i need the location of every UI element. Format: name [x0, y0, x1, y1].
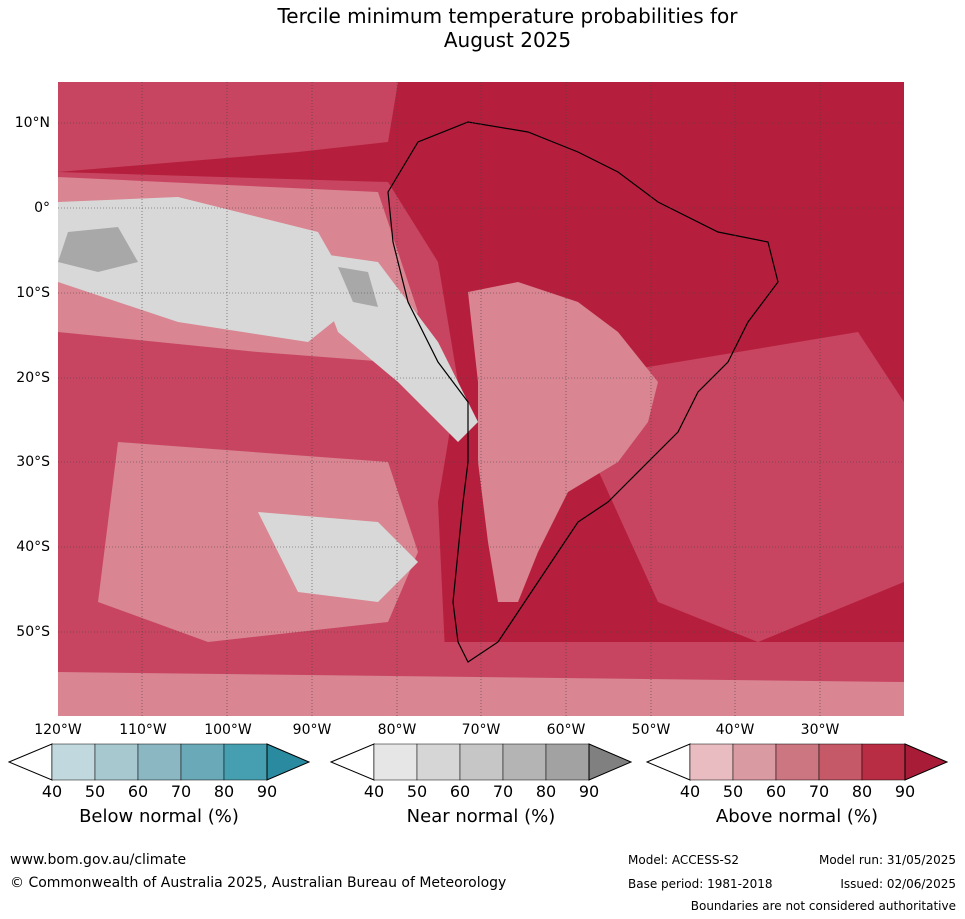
cbar-below-tick-80: 80 — [213, 782, 235, 801]
colorbar-below-normal — [8, 743, 310, 781]
lon-label-90w: 90°W — [292, 722, 332, 738]
lon-label-60w: 60°W — [546, 722, 586, 738]
cbar-above-tick-60: 60 — [765, 782, 787, 801]
cbar-near-tick-90: 90 — [578, 782, 600, 801]
lat-label-0: 0° — [34, 200, 50, 216]
footer-model: Model: ACCESS-S2 — [628, 853, 740, 867]
lon-label-120w: 120°W — [34, 722, 82, 738]
lat-label-30s: 30°S — [16, 454, 50, 470]
footer-disclaimer: Boundaries are not considered authoritat… — [690, 899, 956, 913]
footer-url: www.bom.gov.au/climate — [10, 852, 187, 868]
lon-label-50w: 50°W — [631, 722, 671, 738]
map-svg — [58, 82, 904, 716]
cbar-below-tick-60: 60 — [127, 782, 149, 801]
title-line-2: August 2025 — [443, 28, 572, 52]
continent-outline — [387, 121, 779, 663]
cbar-near-tick-50: 50 — [406, 782, 428, 801]
field-near-normal-dark-1 — [58, 227, 138, 272]
probability-map — [58, 82, 904, 716]
field-continent-interior — [468, 282, 658, 602]
cbar-below-tick-70: 70 — [170, 782, 192, 801]
colorbar-title-above: Above normal (%) — [715, 806, 879, 827]
field-near-normal-dark-2 — [338, 267, 378, 307]
lat-label-50s: 50°S — [16, 624, 50, 640]
title-line-1: Tercile minimum temperature probabilitie… — [277, 4, 738, 28]
footer-model-run: Model run: 31/05/2025 — [818, 853, 956, 867]
lon-label-110w: 110°W — [119, 722, 167, 738]
field-near-normal-south — [258, 512, 418, 602]
lon-label-70w: 70°W — [461, 722, 501, 738]
colorbar-title-near: Near normal (%) — [406, 806, 556, 827]
footer-base-period: Base period: 1981-2018 — [628, 877, 773, 891]
lon-label-80w: 80°W — [377, 722, 417, 738]
field-near-normal-coast — [308, 252, 478, 442]
lat-label-20s: 20°S — [16, 370, 50, 386]
lat-label-10s: 10°S — [16, 285, 50, 301]
cbar-above-tick-70: 70 — [808, 782, 830, 801]
colorbar-title-below: Below normal (%) — [79, 806, 239, 827]
graticule — [58, 82, 904, 716]
cbar-near-tick-40: 40 — [363, 782, 385, 801]
cbar-above-tick-40: 40 — [679, 782, 701, 801]
cbar-above-tick-50: 50 — [722, 782, 744, 801]
cbar-above-tick-80: 80 — [851, 782, 873, 801]
cbar-near-tick-70: 70 — [492, 782, 514, 801]
lon-label-40w: 40°W — [715, 722, 755, 738]
cbar-near-tick-60: 60 — [449, 782, 471, 801]
cbar-below-tick-50: 50 — [84, 782, 106, 801]
cbar-near-tick-80: 80 — [535, 782, 557, 801]
cbar-above-tick-90: 90 — [894, 782, 916, 801]
lat-label-40s: 40°S — [16, 539, 50, 555]
footer-issued: Issued: 02/06/2025 — [840, 877, 956, 891]
colorbar-near-normal — [330, 743, 632, 781]
lon-label-30w: 30°W — [800, 722, 840, 738]
field-near-normal-pacific — [58, 197, 358, 342]
cbar-below-tick-40: 40 — [41, 782, 63, 801]
field-north-pacific — [58, 82, 398, 172]
lon-label-100w: 100°W — [204, 722, 252, 738]
lat-label-10n: 10°N — [14, 115, 50, 131]
footer-copyright: © Commonwealth of Australia 2025, Austra… — [10, 875, 507, 891]
colorbar-above-normal — [646, 743, 948, 781]
cbar-below-tick-90: 90 — [256, 782, 278, 801]
map-title: Tercile minimum temperature probabilitie… — [0, 4, 965, 52]
